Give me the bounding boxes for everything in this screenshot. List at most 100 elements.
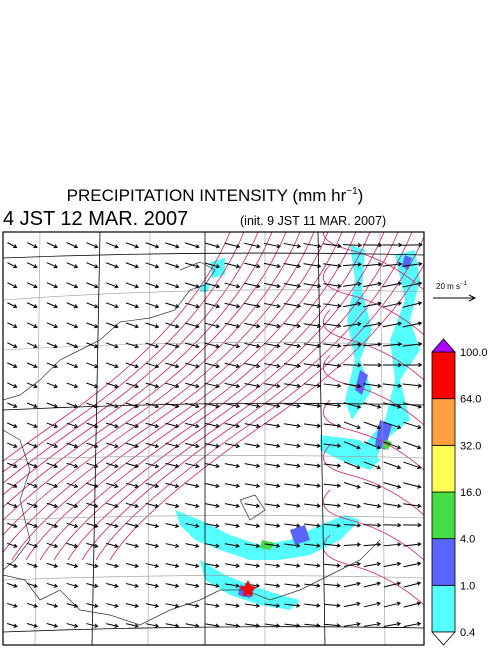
wind-vector (46, 482, 59, 489)
wind-vector (363, 621, 381, 627)
wind-vector (185, 442, 200, 449)
wind-vector (303, 463, 321, 468)
wind-vector (66, 542, 79, 548)
wind-vector (244, 322, 261, 329)
wind-vector (343, 561, 361, 567)
colorbar-segment (431, 444, 456, 493)
wind-vector (324, 583, 341, 588)
wind-vector (343, 281, 362, 287)
wind-vector (402, 321, 423, 328)
wind-vector (403, 441, 422, 450)
wind-vector (7, 422, 18, 428)
wind-vector (165, 563, 180, 568)
wind-vector (86, 342, 99, 349)
wind-vector (185, 402, 200, 409)
wind-vector (26, 623, 38, 628)
wind-vector (403, 421, 422, 430)
streamline (3, 232, 315, 536)
colorbar: 0.4 1.0 4.0 16.0 32.0 64.0 100.0 (431, 338, 488, 646)
wind-vector (264, 403, 281, 409)
wind-vector (205, 483, 220, 489)
wind-vector (244, 523, 261, 528)
wind-vector (86, 322, 99, 329)
wind-vector (283, 383, 301, 389)
wind-vector (106, 562, 119, 568)
wind-vector (205, 623, 220, 628)
wind-vector (383, 601, 402, 608)
wind-vector (403, 461, 422, 470)
wind-vector (363, 461, 381, 470)
wind-vector (184, 302, 200, 309)
wind-vector (46, 582, 59, 588)
wind-vector (342, 262, 362, 267)
wind-vector (264, 343, 281, 349)
wind-vector (284, 623, 301, 628)
graticule-fine (3, 232, 424, 645)
wind-vector (264, 322, 281, 329)
wind-vector (403, 482, 422, 489)
wind-vector (244, 302, 261, 309)
wind-vector (165, 543, 180, 549)
wind-vector (165, 523, 180, 529)
wind-vector (125, 382, 140, 389)
wind-vector (343, 383, 362, 389)
colorbar-segment (431, 351, 456, 400)
wind-vector (244, 242, 261, 249)
wind-vector (303, 403, 322, 408)
colorbar-over (431, 338, 456, 353)
colorbar-segment (431, 491, 456, 540)
wind-vector (66, 582, 79, 588)
vector-scale-superscript: −1 (460, 281, 468, 287)
wind-vector (165, 482, 180, 489)
wind-vector (363, 362, 382, 368)
wind-vector (363, 542, 382, 547)
wind-vector (383, 482, 402, 489)
wind-vector (86, 462, 99, 469)
wind-vector (323, 283, 342, 289)
wind-vector (283, 283, 302, 289)
wind-vector (165, 302, 180, 309)
wind-vector (343, 441, 361, 450)
wind-vector (224, 322, 241, 329)
wind-vector (284, 543, 301, 548)
wind-vector (244, 463, 261, 469)
wind-vector (205, 563, 220, 568)
wind-vector (66, 442, 79, 449)
wind-vector (125, 262, 140, 269)
wind-vector (244, 362, 261, 369)
wind-vector (323, 303, 342, 309)
wind-vector (303, 283, 322, 289)
wind-vector (283, 262, 302, 269)
streamline (3, 232, 245, 473)
wind-vector (7, 242, 18, 249)
wind-vector (125, 482, 139, 489)
wind-vector (86, 242, 99, 249)
wind-vector (323, 343, 342, 348)
streamline (323, 264, 424, 336)
wind-vector (165, 462, 180, 469)
wind-vector (382, 362, 403, 368)
wind-vector (344, 601, 361, 608)
wind-vector (46, 282, 58, 289)
wind-vector (303, 303, 322, 309)
wind-vector (264, 603, 281, 608)
wind-vector (323, 463, 342, 468)
wind-vector (382, 301, 403, 308)
wind-vector (343, 542, 362, 547)
wind-vector (6, 602, 18, 608)
wind-vector (145, 362, 160, 369)
wind-vector (402, 341, 423, 347)
colorbar-label: 64.0 (460, 394, 481, 406)
wind-vector (284, 403, 301, 409)
wind-vector (145, 583, 160, 588)
wind-vector (402, 402, 422, 409)
streamline (95, 235, 424, 561)
wind-vector (106, 603, 119, 608)
wind-vector (303, 383, 322, 389)
wind-vector (145, 302, 160, 309)
wind-vector (145, 282, 160, 289)
wind-vector (125, 583, 139, 588)
wind-vector (205, 543, 220, 548)
wind-vector (403, 621, 422, 628)
wind-vector (145, 442, 160, 449)
